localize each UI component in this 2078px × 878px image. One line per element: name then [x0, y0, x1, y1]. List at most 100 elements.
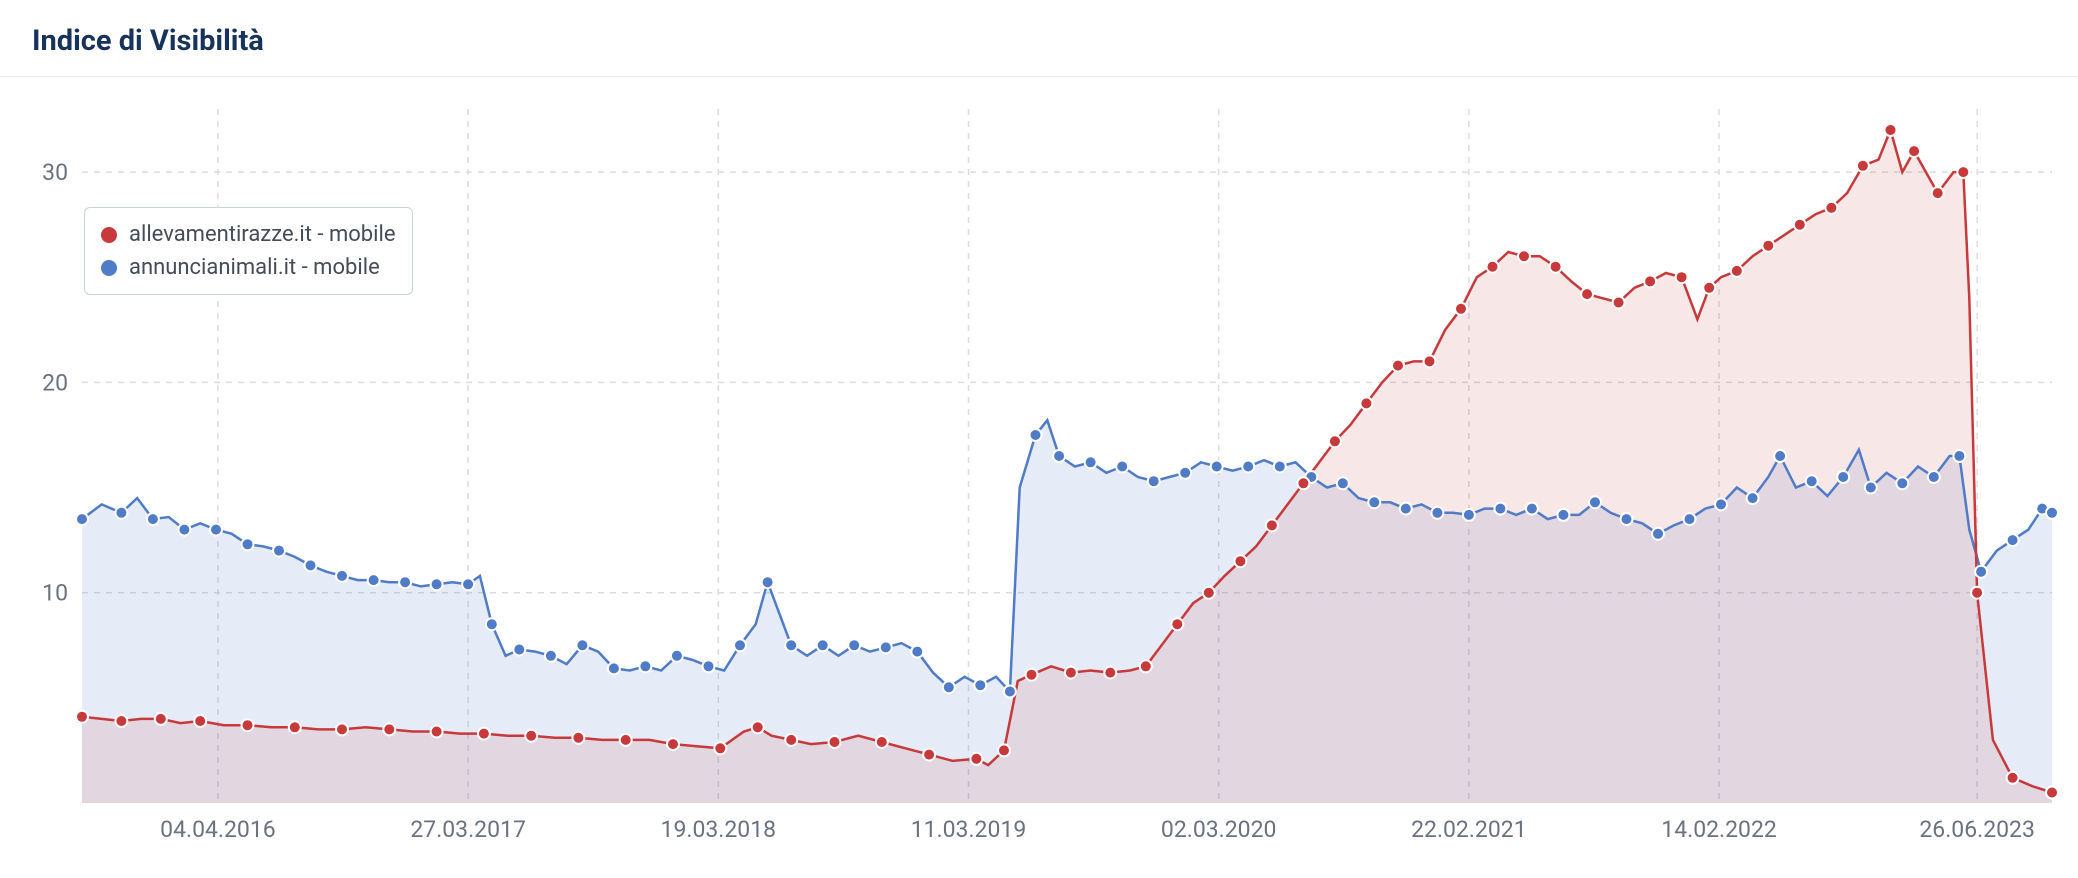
data-marker[interactable] [1715, 498, 1727, 510]
data-marker[interactable] [1684, 513, 1696, 525]
data-marker[interactable] [785, 639, 797, 651]
data-marker[interactable] [1392, 360, 1404, 372]
data-marker[interactable] [545, 650, 557, 662]
data-marker[interactable] [671, 650, 683, 662]
data-marker[interactable] [1360, 397, 1372, 409]
data-marker[interactable] [289, 721, 301, 733]
data-marker[interactable] [1644, 275, 1656, 287]
data-marker[interactable] [1400, 503, 1412, 515]
data-marker[interactable] [1140, 660, 1152, 672]
data-marker[interactable] [817, 639, 829, 651]
data-marker[interactable] [242, 719, 254, 731]
data-marker[interactable] [431, 726, 443, 738]
data-marker[interactable] [399, 576, 411, 588]
data-marker[interactable] [1676, 271, 1688, 283]
data-marker[interactable] [1026, 669, 1038, 681]
data-marker[interactable] [1148, 475, 1160, 487]
data-marker[interactable] [1975, 566, 1987, 578]
data-marker[interactable] [1234, 555, 1246, 567]
data-marker[interactable] [2046, 507, 2058, 519]
data-marker[interactable] [115, 507, 127, 519]
data-marker[interactable] [1065, 667, 1077, 679]
data-marker[interactable] [1085, 456, 1097, 468]
data-marker[interactable] [1837, 471, 1849, 483]
data-marker[interactable] [1885, 124, 1897, 136]
data-marker[interactable] [1932, 187, 1944, 199]
data-marker[interactable] [1581, 288, 1593, 300]
data-marker[interactable] [923, 749, 935, 761]
data-marker[interactable] [462, 578, 474, 590]
data-marker[interactable] [1857, 160, 1869, 172]
data-marker[interactable] [1971, 587, 1983, 599]
data-marker[interactable] [1896, 477, 1908, 489]
data-marker[interactable] [1104, 667, 1116, 679]
data-marker[interactable] [210, 524, 222, 536]
data-marker[interactable] [1774, 450, 1786, 462]
data-marker[interactable] [848, 639, 860, 651]
data-marker[interactable] [1747, 492, 1759, 504]
data-marker[interactable] [2046, 787, 2058, 799]
legend-item[interactable]: allevamentirazze.it - mobile [101, 218, 396, 251]
data-marker[interactable] [1703, 282, 1715, 294]
data-marker[interactable] [1116, 461, 1128, 473]
data-marker[interactable] [1557, 509, 1569, 521]
data-marker[interactable] [76, 513, 88, 525]
data-marker[interactable] [1211, 461, 1223, 473]
data-marker[interactable] [1928, 471, 1940, 483]
data-marker[interactable] [1179, 467, 1191, 479]
data-marker[interactable] [1794, 219, 1806, 231]
data-marker[interactable] [1337, 477, 1349, 489]
data-marker[interactable] [608, 662, 620, 674]
data-marker[interactable] [368, 574, 380, 586]
data-marker[interactable] [714, 742, 726, 754]
data-marker[interactable] [1652, 528, 1664, 540]
data-marker[interactable] [1455, 303, 1467, 315]
data-marker[interactable] [974, 679, 986, 691]
data-marker[interactable] [1203, 587, 1215, 599]
data-marker[interactable] [431, 578, 443, 590]
data-marker[interactable] [1463, 509, 1475, 521]
data-marker[interactable] [667, 738, 679, 750]
data-marker[interactable] [1004, 686, 1016, 698]
data-marker[interactable] [1621, 513, 1633, 525]
data-marker[interactable] [1865, 482, 1877, 494]
data-marker[interactable] [1297, 477, 1309, 489]
data-marker[interactable] [478, 728, 490, 740]
data-marker[interactable] [1518, 250, 1530, 262]
data-marker[interactable] [1589, 496, 1601, 508]
data-marker[interactable] [639, 660, 651, 672]
data-marker[interactable] [1242, 461, 1254, 473]
data-marker[interactable] [336, 570, 348, 582]
data-marker[interactable] [1613, 297, 1625, 309]
data-marker[interactable] [970, 753, 982, 765]
data-marker[interactable] [486, 618, 498, 630]
data-marker[interactable] [572, 732, 584, 744]
data-marker[interactable] [1957, 166, 1969, 178]
data-marker[interactable] [383, 723, 395, 735]
data-marker[interactable] [1053, 450, 1065, 462]
data-marker[interactable] [1762, 240, 1774, 252]
data-marker[interactable] [525, 730, 537, 742]
data-marker[interactable] [576, 639, 588, 651]
data-marker[interactable] [336, 723, 348, 735]
data-marker[interactable] [1274, 461, 1286, 473]
data-marker[interactable] [76, 711, 88, 723]
data-marker[interactable] [1550, 261, 1562, 273]
data-marker[interactable] [1171, 618, 1183, 630]
data-marker[interactable] [242, 538, 254, 550]
data-marker[interactable] [762, 576, 774, 588]
data-marker[interactable] [734, 639, 746, 651]
data-marker[interactable] [194, 715, 206, 727]
data-marker[interactable] [2007, 534, 2019, 546]
data-marker[interactable] [513, 644, 525, 656]
data-marker[interactable] [147, 513, 159, 525]
data-marker[interactable] [880, 641, 892, 653]
data-marker[interactable] [785, 734, 797, 746]
data-marker[interactable] [1494, 503, 1506, 515]
data-marker[interactable] [1953, 450, 1965, 462]
data-marker[interactable] [115, 715, 127, 727]
data-marker[interactable] [1731, 265, 1743, 277]
data-marker[interactable] [752, 721, 764, 733]
data-marker[interactable] [1329, 435, 1341, 447]
data-marker[interactable] [1526, 503, 1538, 515]
